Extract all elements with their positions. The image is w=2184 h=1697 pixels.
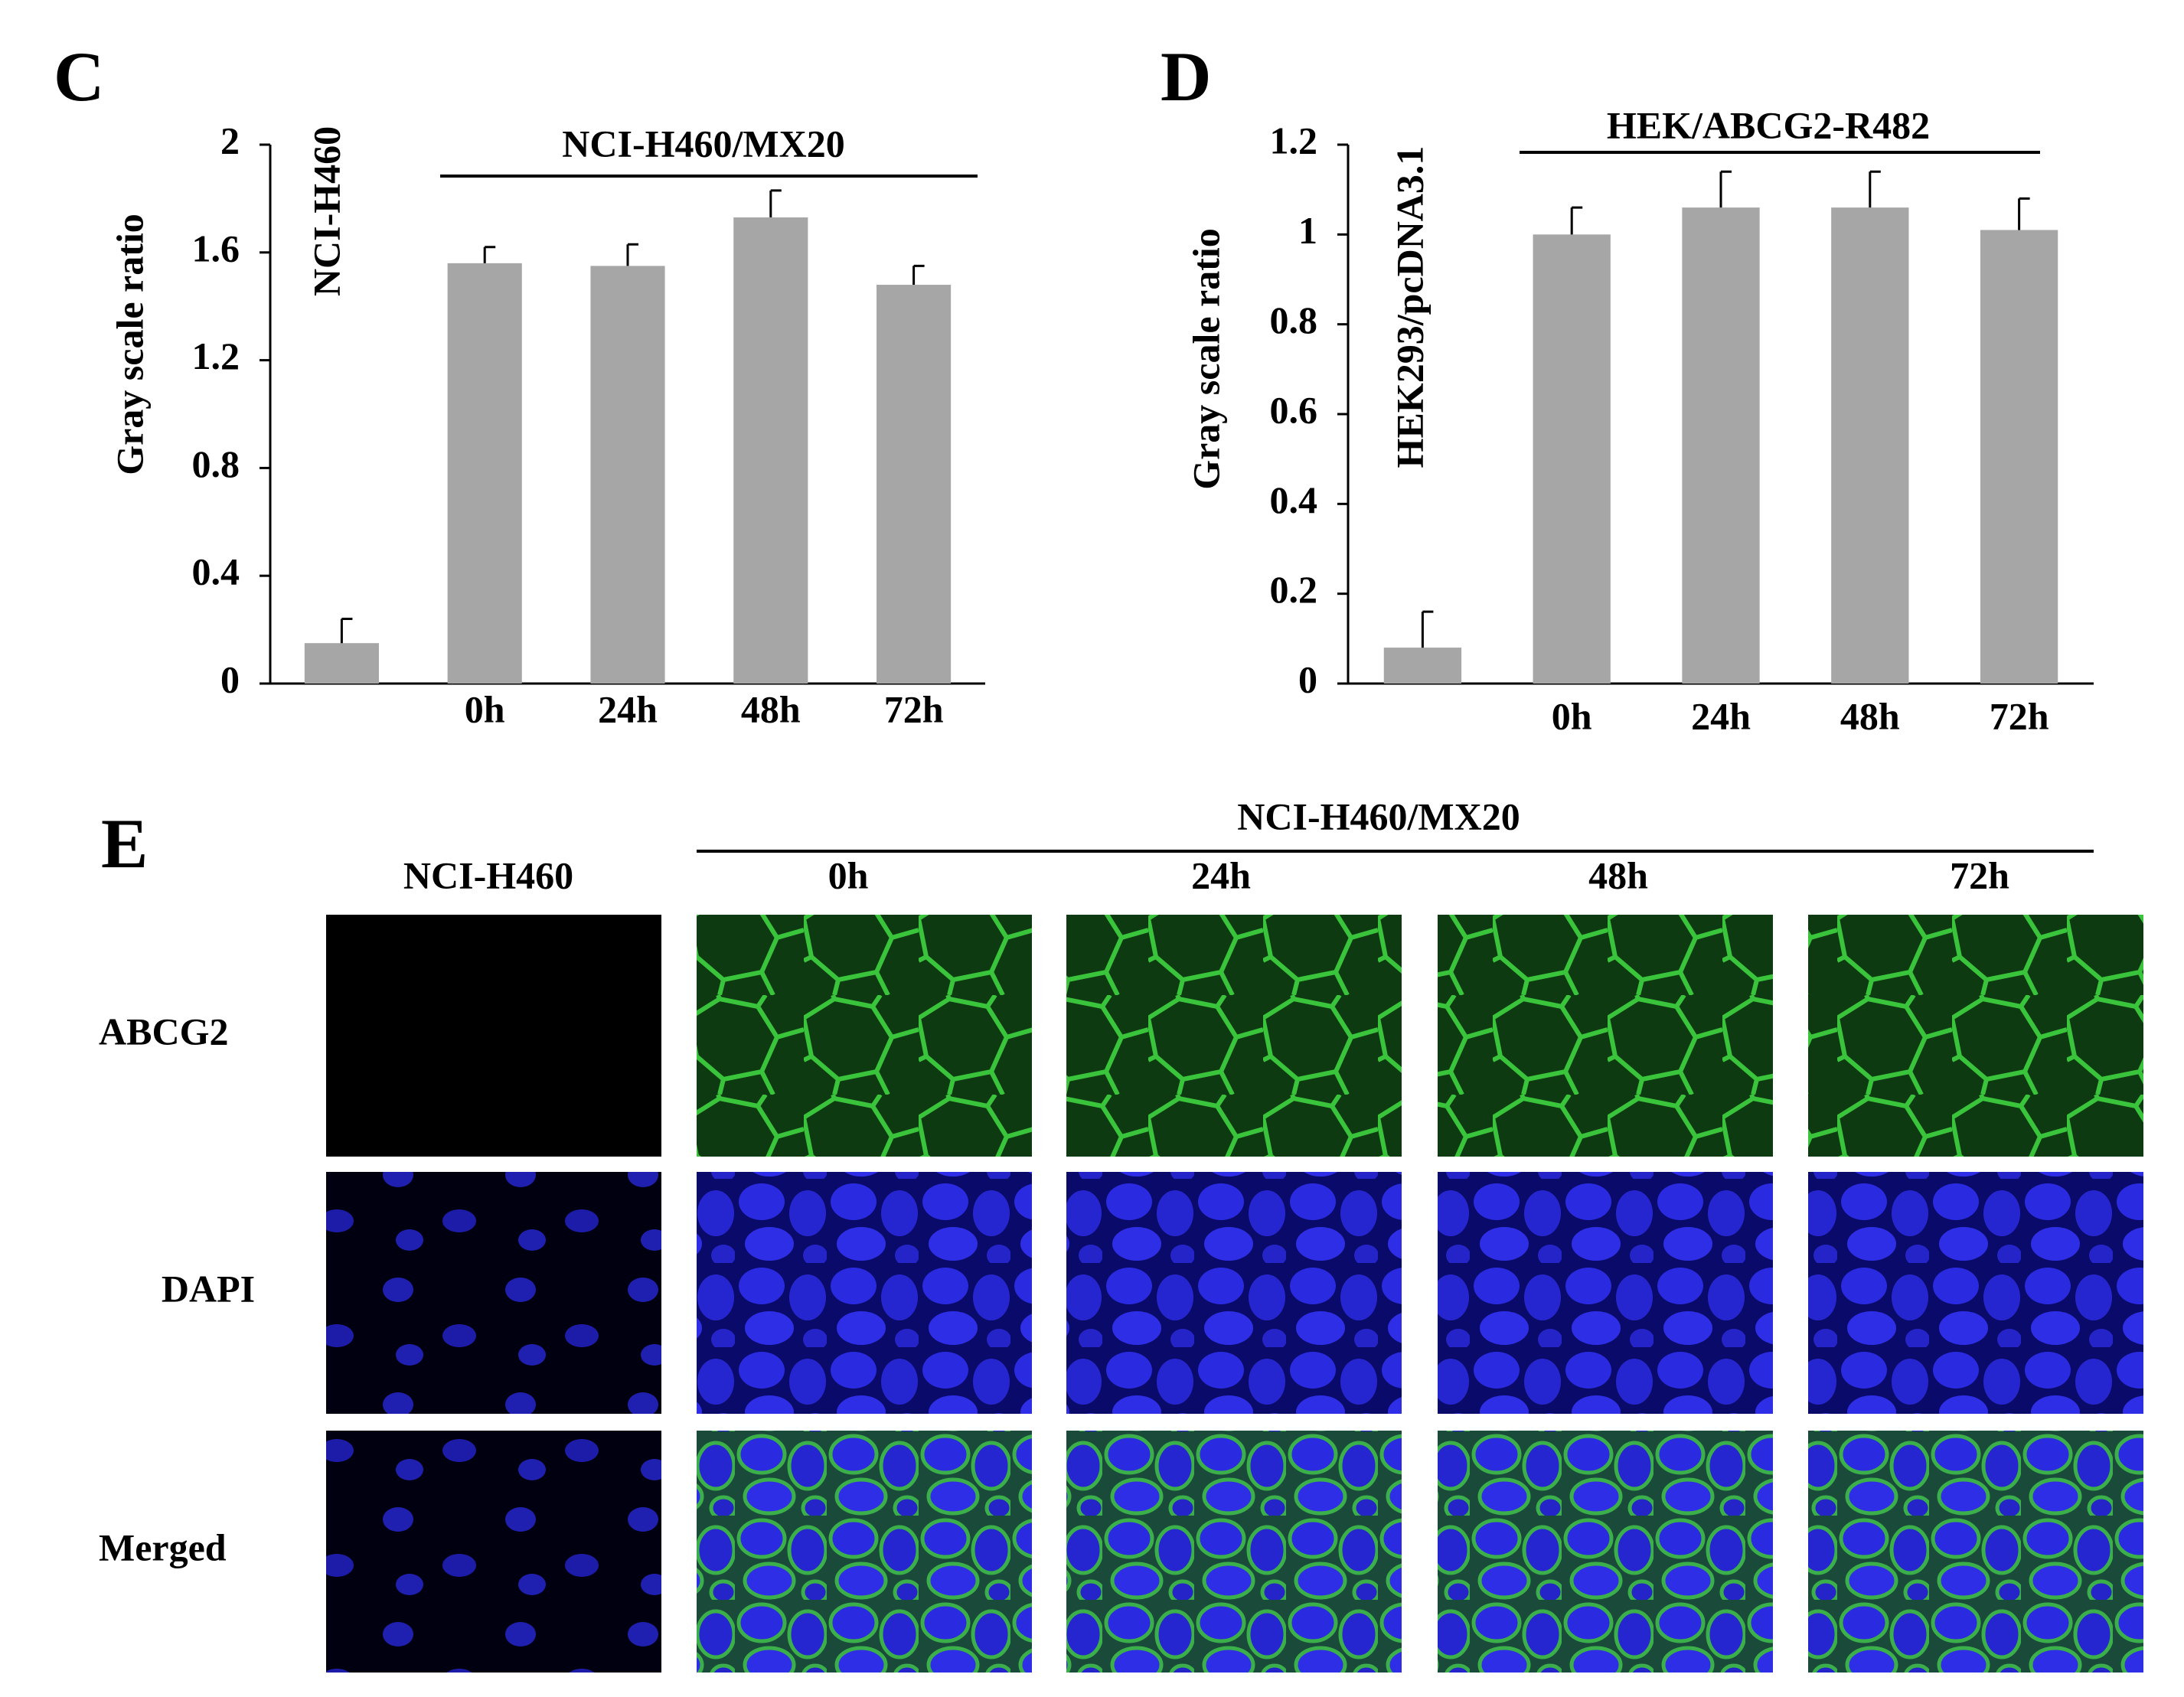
panel-label: D	[1161, 38, 1211, 116]
y-tick-label: 0.4	[1270, 478, 1318, 521]
bar	[1383, 648, 1462, 684]
bar	[304, 643, 379, 684]
y-tick-label: 0	[1298, 658, 1317, 700]
micrograph	[697, 1431, 1032, 1673]
error-bar	[1869, 170, 1881, 208]
y-tick-label: 0	[220, 658, 240, 700]
micrograph	[697, 915, 1032, 1157]
panel-e: E NCI-H460 NCI-H460/MX20 0h 24h 48h 72h ABCG…	[99, 795, 2143, 1673]
micrograph	[326, 915, 661, 1157]
micrograph	[1438, 915, 1773, 1157]
micrograph	[1808, 1172, 2143, 1414]
y-tick-label: 1.2	[192, 335, 240, 377]
y-tick-label: 1.2	[1270, 119, 1318, 162]
micrograph	[1438, 1431, 1773, 1673]
error-bar	[769, 189, 782, 218]
micrograph	[1438, 1172, 1773, 1414]
y-axis-label: Gray scale ratio	[108, 214, 151, 475]
y-tick-label: 1	[1298, 209, 1317, 252]
error-bar	[1719, 170, 1732, 208]
control-label: NCI-H460	[305, 126, 348, 296]
control-label: HEK293/pcDNA3.1	[1388, 146, 1431, 468]
y-tick-label: 0.6	[1270, 388, 1318, 431]
column-header: 24h	[1191, 853, 1251, 896]
x-tick-label: 24h	[1691, 694, 1751, 737]
y-tick-label: 0.2	[1270, 568, 1318, 611]
panel-label: C	[54, 38, 104, 116]
column-header: 72h	[1950, 853, 2009, 896]
micrograph	[697, 1172, 1032, 1414]
group-label: NCI-H460/MX20	[562, 122, 844, 165]
micrograph	[1066, 1172, 1402, 1414]
x-tick-label: 24h	[598, 687, 658, 730]
error-bar	[1421, 610, 1434, 648]
error-bar	[1570, 206, 1583, 235]
column-header: NCI-H460	[403, 853, 573, 896]
error-bar	[626, 243, 638, 266]
micrograph	[1066, 915, 1402, 1157]
y-tick-label: 1.6	[192, 227, 240, 269]
y-tick-label: 0.8	[1270, 299, 1318, 341]
micrograph	[1808, 1431, 2143, 1673]
column-header: 0h	[828, 853, 869, 896]
y-tick-label: 0.4	[192, 550, 240, 593]
error-bar	[483, 246, 496, 263]
bar	[1980, 230, 2058, 684]
x-tick-label: 48h	[1840, 694, 1900, 737]
y-axis-label: Gray scale ratio	[1184, 228, 1227, 490]
x-tick-label: 72h	[1990, 694, 2049, 737]
x-tick-label: 48h	[741, 687, 801, 730]
bar	[733, 217, 808, 684]
bar	[1682, 207, 1760, 684]
row-label: Merged	[99, 1526, 227, 1568]
column-header: 48h	[1588, 853, 1648, 896]
error-bar	[2018, 197, 2030, 230]
y-tick-label: 2	[220, 119, 240, 162]
micrograph	[326, 1172, 661, 1414]
micrograph	[1066, 1431, 1402, 1673]
micrograph	[1808, 915, 2143, 1157]
panel-label: E	[101, 804, 148, 883]
bar	[447, 263, 522, 684]
row-label: DAPI	[162, 1267, 255, 1310]
x-tick-label: 72h	[884, 687, 944, 730]
group-header: NCI-H460/MX20	[1237, 795, 1520, 837]
bar	[1533, 234, 1611, 684]
x-tick-label: 0h	[1552, 694, 1592, 737]
bar	[1831, 207, 1909, 684]
x-tick-label: 0h	[465, 687, 505, 730]
error-bar	[340, 618, 353, 644]
micrograph	[326, 1431, 661, 1673]
group-label: HEK/ABCG2-R482	[1607, 103, 1930, 146]
error-bar	[912, 264, 925, 286]
bar	[877, 285, 952, 684]
y-tick-label: 0.8	[192, 442, 240, 485]
row-label: ABCG2	[99, 1010, 228, 1052]
bar	[590, 266, 665, 684]
